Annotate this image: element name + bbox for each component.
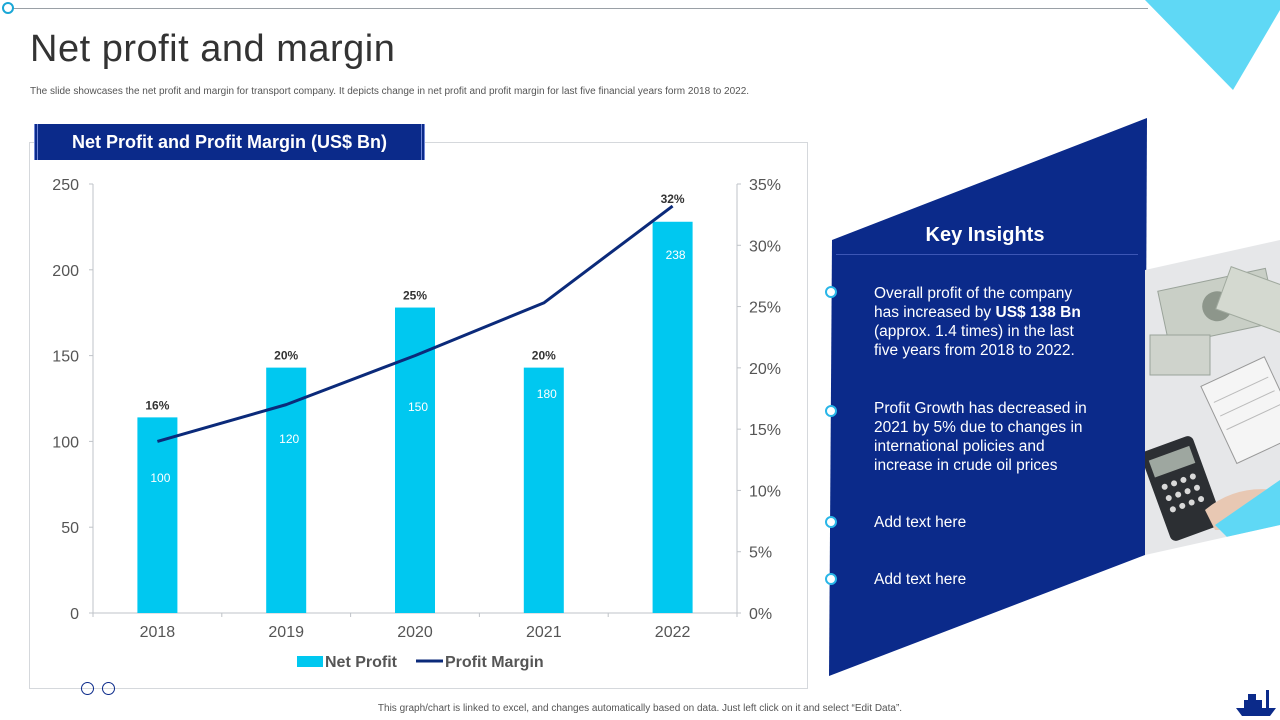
- slide-title: Net profit and margin: [30, 28, 396, 70]
- y-right-tick-label: 35%: [749, 177, 781, 194]
- decor-circle: [102, 682, 115, 695]
- bar-value-label: 238: [666, 248, 686, 262]
- money-photo: [1145, 240, 1280, 555]
- bar-value-label: 120: [279, 432, 299, 446]
- insight-bullet: [825, 573, 837, 585]
- y-right-tick-label: 0%: [749, 606, 772, 623]
- insights-title: Key Insights: [925, 224, 1045, 246]
- decor-circle: [81, 682, 94, 695]
- bar-value-label: 180: [537, 387, 557, 401]
- y-right-tick-label: 5%: [749, 545, 772, 562]
- margin-value-label: 32%: [661, 192, 685, 206]
- y-left-tick-label: 100: [52, 434, 79, 451]
- x-tick-label: 2021: [526, 624, 562, 641]
- y-left-tick-label: 200: [52, 263, 79, 280]
- profit-margin-line: [156, 204, 674, 443]
- y-right-tick-label: 15%: [749, 422, 781, 439]
- insight-item-3[interactable]: Add text here: [874, 514, 967, 531]
- y-right-tick-label: 30%: [749, 238, 781, 255]
- insight-item-1: Overall profit of the company has increa…: [874, 285, 1081, 359]
- slide-subtitle: The slide showcases the net profit and m…: [30, 86, 750, 97]
- y-left-tick-label: 50: [61, 520, 79, 537]
- insight-bullet: [825, 286, 837, 298]
- x-tick-label: 2018: [140, 624, 176, 641]
- legend-swatch-net-profit: [297, 656, 323, 667]
- margin-value-label: 20%: [532, 349, 556, 363]
- y-right-tick-label: 25%: [749, 300, 781, 317]
- bar-value-label: 150: [408, 400, 428, 414]
- x-tick-label: 2020: [397, 624, 433, 641]
- ship-logo-icon: [1236, 690, 1276, 716]
- bar-value-label: 100: [150, 471, 170, 485]
- margin-value-label: 25%: [403, 289, 427, 303]
- footer-note: This graph/chart is linked to excel, and…: [377, 703, 903, 714]
- bar: [395, 307, 435, 613]
- x-tick-label: 2022: [655, 624, 691, 641]
- margin-value-label: 20%: [274, 349, 298, 363]
- insight-item-2: Profit Growth has decreased in 2021 by 5…: [874, 400, 1087, 474]
- legend-label-profit-margin: Profit Margin: [445, 654, 544, 671]
- y-right-tick-label: 20%: [749, 361, 781, 378]
- top-divider: [8, 8, 1148, 9]
- x-tick-label: 2019: [268, 624, 304, 641]
- bar: [523, 367, 564, 613]
- top-circle-ornament: [2, 2, 14, 14]
- y-left-tick-label: 250: [52, 177, 79, 194]
- legend-label-net-profit: Net Profit: [325, 654, 398, 671]
- corner-triangle-decoration: [1145, 0, 1280, 90]
- y-left-tick-label: 150: [52, 349, 79, 366]
- insight-bullet: [825, 516, 837, 528]
- bar: [652, 221, 693, 613]
- combo-chart[interactable]: 0 50 100 150 200 250 0% 5% 10% 15% 20% 25% 30% 35% 201…: [0, 0, 820, 700]
- y-right-tick-label: 10%: [749, 483, 781, 500]
- y-left-tick-label: 0: [70, 606, 79, 623]
- insight-item-4[interactable]: Add text here: [874, 571, 967, 588]
- margin-value-label: 16%: [145, 398, 169, 412]
- bar: [137, 417, 178, 613]
- insights-divider: [836, 254, 1138, 255]
- insight-bullet: [825, 405, 837, 417]
- chart-header: Net Profit and Profit Margin (US$ Bn): [34, 124, 425, 160]
